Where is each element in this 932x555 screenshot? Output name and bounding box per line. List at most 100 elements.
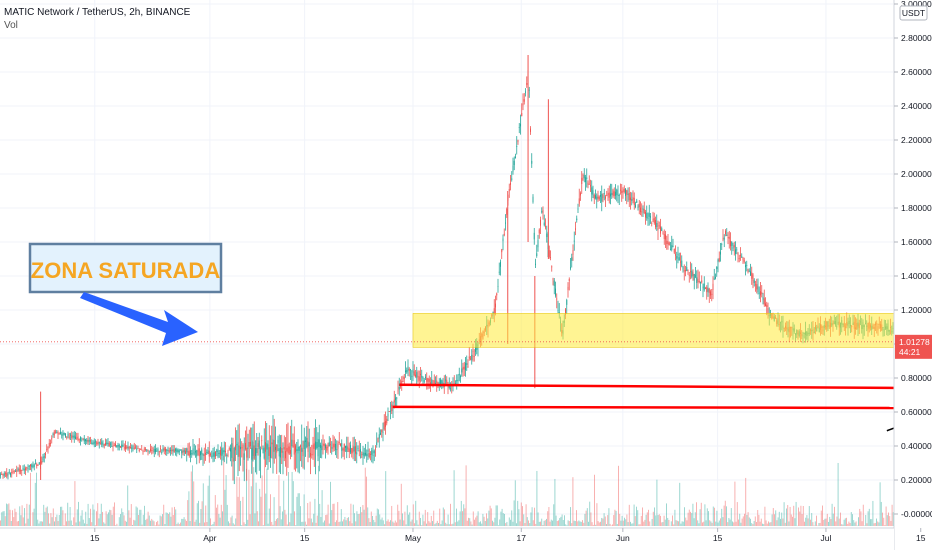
volume-bar — [85, 512, 86, 526]
volume-bar — [581, 522, 582, 526]
volume-bar — [52, 517, 53, 526]
volume-bars — [0, 441, 932, 526]
candle-body — [19, 469, 20, 472]
volume-bar — [44, 512, 45, 526]
candle-body — [436, 381, 437, 384]
candle-body — [110, 444, 111, 445]
volume-bar — [856, 521, 857, 526]
volume-bar — [181, 519, 182, 526]
callout-text: ZONA SATURADA — [31, 258, 221, 283]
candle-body — [709, 289, 710, 293]
volume-bar — [481, 524, 482, 526]
candle-body — [38, 465, 39, 466]
volume-bar — [479, 522, 480, 526]
volume-bar — [502, 509, 503, 526]
volume-bar — [449, 524, 450, 526]
price-tick-label: -0.00000 — [901, 509, 932, 519]
candle-body — [374, 451, 375, 454]
candle-body — [251, 448, 252, 460]
volume-bar — [104, 524, 105, 526]
volume-bar — [684, 507, 685, 526]
currency-badge[interactable]: USDT — [900, 6, 927, 20]
volume-bar — [470, 521, 471, 526]
candle-body — [9, 472, 10, 473]
volume-bar — [456, 509, 457, 526]
time-tick-label: Apr — [203, 533, 216, 543]
time-tick-label: 15 — [300, 533, 310, 543]
candle-body — [303, 450, 304, 457]
volume-bar — [680, 524, 681, 526]
candle-body — [163, 448, 164, 451]
volume-bar — [26, 504, 27, 526]
volume-bar — [209, 476, 210, 526]
zona-saturada-callout[interactable]: ZONA SATURADA — [30, 244, 221, 346]
candle-body — [179, 450, 180, 452]
volume-bar — [520, 521, 521, 526]
time-axis[interactable]: 15Apr15May17Jun15Jul15Aug16Sep — [0, 528, 932, 550]
price-axis[interactable]: 3.000002.800002.600002.400002.200002.000… — [894, 0, 932, 550]
candle-body — [158, 449, 159, 451]
candle-body — [504, 234, 505, 236]
volume-bar — [368, 518, 369, 526]
volume-bar — [793, 506, 794, 526]
volume-bar — [714, 508, 715, 526]
volume-bar — [834, 507, 835, 526]
volume-bar — [398, 511, 399, 526]
candle-body — [184, 450, 185, 453]
volume-bar — [796, 502, 797, 526]
volume-bar — [790, 507, 791, 526]
volume-bar — [868, 511, 869, 526]
support-line[interactable] — [393, 407, 932, 409]
candle-body — [619, 195, 620, 196]
volume-bar — [610, 524, 611, 526]
volume-bar — [299, 493, 300, 526]
candle-body — [191, 453, 192, 454]
candle-body — [634, 198, 635, 205]
volume-bar — [217, 505, 218, 526]
volume-bar — [90, 509, 91, 526]
candle-body — [93, 443, 94, 444]
support-line[interactable] — [399, 385, 932, 390]
volume-bar — [558, 520, 559, 526]
volume-bar — [163, 505, 164, 526]
candle-body — [719, 258, 720, 261]
candle-body — [514, 161, 515, 165]
candle-body — [655, 220, 656, 227]
volume-bar — [474, 520, 475, 526]
candle-body — [714, 279, 715, 280]
volume-bar — [586, 511, 587, 526]
candle-body — [424, 380, 425, 381]
volume-bar — [395, 521, 396, 526]
volume-bar — [827, 514, 828, 526]
candle-body — [171, 450, 172, 452]
volume-bar — [467, 521, 468, 526]
candle-body — [473, 351, 474, 352]
candle-body — [591, 187, 592, 194]
volume-bar — [348, 517, 349, 526]
volume-bar — [400, 520, 401, 526]
volume-bar — [802, 514, 803, 526]
candle-body — [456, 380, 457, 381]
candle-body — [575, 228, 576, 229]
volume-bar — [442, 520, 443, 526]
candle-body — [450, 388, 451, 389]
candle-body — [465, 363, 466, 370]
candle-body — [334, 444, 335, 448]
volume-bar — [846, 518, 847, 526]
volume-bar — [19, 506, 20, 526]
time-tick-label: 15 — [90, 533, 100, 543]
volume-bar — [643, 522, 644, 526]
candle-body — [320, 445, 321, 448]
volume-bar — [655, 515, 656, 526]
volume-bar — [468, 518, 469, 526]
candle-body — [556, 299, 557, 300]
candle-body — [733, 247, 734, 248]
saturated-zone[interactable] — [413, 313, 932, 347]
volume-bar — [330, 482, 331, 526]
volume-bar — [34, 509, 35, 526]
symbol-title[interactable]: MATIC Network / TetherUS, 2h, BINANCE — [4, 6, 190, 19]
volume-indicator-label[interactable]: Vol — [4, 19, 190, 32]
